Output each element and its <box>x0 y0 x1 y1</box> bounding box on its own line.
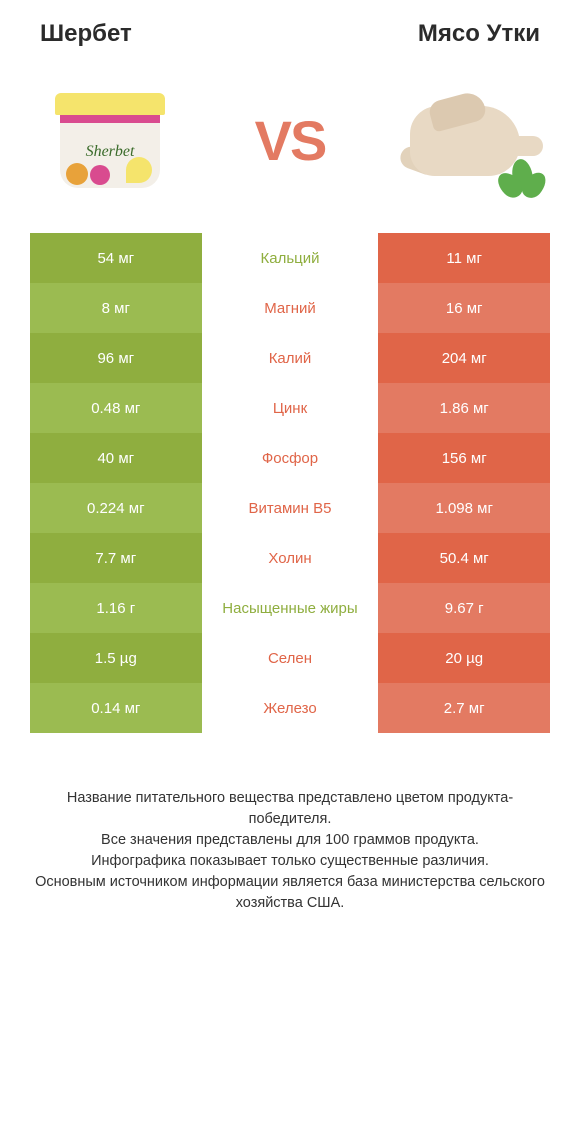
sherbet-icon: Sherbet <box>55 93 165 188</box>
table-row: 1.16 гНасыщенные жиры9.67 г <box>30 583 550 633</box>
table-row: 0.224 мгВитамин B51.098 мг <box>30 483 550 533</box>
left-product-title: Шербет <box>40 20 132 48</box>
right-value-cell: 16 мг <box>378 283 550 333</box>
product-images-row: Sherbet VS <box>30 63 550 233</box>
nutrient-name-cell: Витамин B5 <box>202 483 379 533</box>
right-value-cell: 9.67 г <box>378 583 550 633</box>
nutrient-name-cell: Железо <box>202 683 379 733</box>
right-value-cell: 1.098 мг <box>378 483 550 533</box>
nutrient-name-cell: Магний <box>202 283 379 333</box>
table-row: 7.7 мгХолин50.4 мг <box>30 533 550 583</box>
right-value-cell: 1.86 мг <box>378 383 550 433</box>
table-row: 96 мгКалий204 мг <box>30 333 550 383</box>
left-value-cell: 40 мг <box>30 433 202 483</box>
nutrient-name-cell: Цинк <box>202 383 379 433</box>
nutrient-name-cell: Селен <box>202 633 379 683</box>
vs-label: VS <box>255 108 326 173</box>
table-row: 8 мгМагний16 мг <box>30 283 550 333</box>
left-value-cell: 7.7 мг <box>30 533 202 583</box>
left-value-cell: 0.14 мг <box>30 683 202 733</box>
left-value-cell: 8 мг <box>30 283 202 333</box>
nutrient-comparison-table: 54 мгКальций11 мг8 мгМагний16 мг96 мгКал… <box>30 233 550 733</box>
footnote-line: Все значения представлены для 100 граммо… <box>35 830 545 851</box>
footnote-line: Основным источником информации является … <box>35 872 545 914</box>
nutrient-name-cell: Калий <box>202 333 379 383</box>
table-row: 40 мгФосфор156 мг <box>30 433 550 483</box>
left-value-cell: 0.224 мг <box>30 483 202 533</box>
nutrient-name-cell: Фосфор <box>202 433 379 483</box>
left-value-cell: 1.16 г <box>30 583 202 633</box>
comparison-header: Шербет Мясо Утки <box>30 20 550 63</box>
right-value-cell: 204 мг <box>378 333 550 383</box>
left-value-cell: 1.5 µg <box>30 633 202 683</box>
table-row: 0.14 мгЖелезо2.7 мг <box>30 683 550 733</box>
footnote-text: Название питательного вещества представл… <box>30 788 550 914</box>
left-product-image: Sherbet <box>35 73 185 208</box>
right-value-cell: 11 мг <box>378 233 550 283</box>
right-product-image <box>395 73 545 208</box>
right-value-cell: 50.4 мг <box>378 533 550 583</box>
right-product-title: Мясо Утки <box>418 20 540 48</box>
right-value-cell: 2.7 мг <box>378 683 550 733</box>
left-value-cell: 54 мг <box>30 233 202 283</box>
footnote-line: Инфографика показывает только существенн… <box>35 851 545 872</box>
right-value-cell: 20 µg <box>378 633 550 683</box>
nutrient-name-cell: Насыщенные жиры <box>202 583 379 633</box>
right-value-cell: 156 мг <box>378 433 550 483</box>
left-value-cell: 0.48 мг <box>30 383 202 433</box>
nutrient-name-cell: Холин <box>202 533 379 583</box>
left-value-cell: 96 мг <box>30 333 202 383</box>
table-row: 0.48 мгЦинк1.86 мг <box>30 383 550 433</box>
footnote-line: Название питательного вещества представл… <box>35 788 545 830</box>
table-row: 1.5 µgСелен20 µg <box>30 633 550 683</box>
table-row: 54 мгКальций11 мг <box>30 233 550 283</box>
duck-icon <box>395 81 545 201</box>
nutrient-name-cell: Кальций <box>202 233 379 283</box>
